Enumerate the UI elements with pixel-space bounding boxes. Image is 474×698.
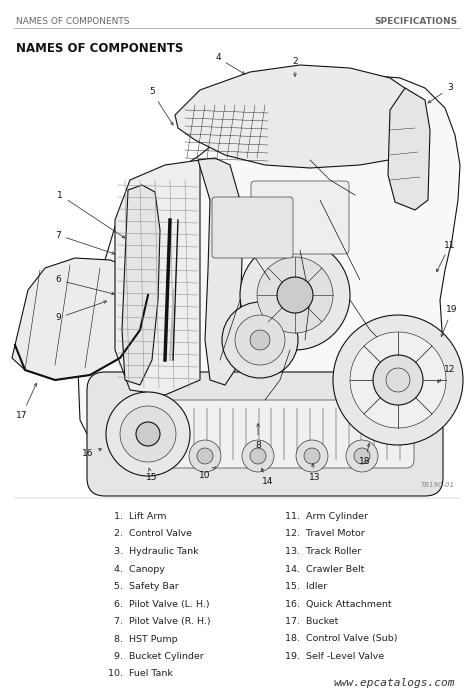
Text: 8: 8 bbox=[255, 424, 261, 450]
Text: www.epcatalogs.com: www.epcatalogs.com bbox=[334, 678, 455, 688]
Text: 14: 14 bbox=[262, 468, 273, 487]
Polygon shape bbox=[198, 158, 242, 385]
Polygon shape bbox=[175, 65, 425, 168]
Circle shape bbox=[373, 355, 423, 405]
Circle shape bbox=[346, 440, 378, 472]
FancyBboxPatch shape bbox=[120, 400, 414, 468]
Circle shape bbox=[304, 448, 320, 464]
Text: 15.  Idler: 15. Idler bbox=[285, 582, 327, 591]
Text: 3.  Hydraulic Tank: 3. Hydraulic Tank bbox=[108, 547, 199, 556]
Text: 11: 11 bbox=[437, 241, 456, 272]
Text: 16: 16 bbox=[82, 449, 101, 457]
Text: 17.  Bucket: 17. Bucket bbox=[285, 617, 338, 626]
Circle shape bbox=[250, 330, 270, 350]
Text: 10.  Fuel Tank: 10. Fuel Tank bbox=[108, 669, 173, 678]
Circle shape bbox=[136, 422, 160, 446]
Text: 9: 9 bbox=[55, 301, 107, 322]
FancyBboxPatch shape bbox=[212, 197, 293, 258]
Text: 1.  Lift Arm: 1. Lift Arm bbox=[108, 512, 166, 521]
Text: 9.  Bucket Cylinder: 9. Bucket Cylinder bbox=[108, 652, 204, 661]
Text: 2: 2 bbox=[292, 57, 298, 76]
Text: 2.  Control Valve: 2. Control Valve bbox=[108, 530, 192, 538]
Circle shape bbox=[296, 440, 328, 472]
Polygon shape bbox=[78, 75, 460, 470]
Circle shape bbox=[240, 240, 350, 350]
Polygon shape bbox=[115, 160, 200, 395]
Circle shape bbox=[354, 448, 370, 464]
Text: 1: 1 bbox=[57, 191, 125, 238]
Text: TB190-01: TB190-01 bbox=[421, 482, 455, 488]
Text: 19: 19 bbox=[441, 306, 458, 336]
Text: NAMES OF COMPONENTS: NAMES OF COMPONENTS bbox=[16, 42, 183, 55]
Text: 14.  Crawler Belt: 14. Crawler Belt bbox=[285, 565, 365, 574]
Text: 4.  Canopy: 4. Canopy bbox=[108, 565, 165, 574]
Text: 12.  Travel Motor: 12. Travel Motor bbox=[285, 530, 365, 538]
Text: 6: 6 bbox=[55, 276, 115, 295]
Text: 11.  Arm Cylinder: 11. Arm Cylinder bbox=[285, 512, 368, 521]
FancyBboxPatch shape bbox=[87, 372, 443, 496]
Text: NAMES OF COMPONENTS: NAMES OF COMPONENTS bbox=[16, 17, 129, 27]
Polygon shape bbox=[12, 258, 148, 380]
Text: 18.  Control Valve (Sub): 18. Control Valve (Sub) bbox=[285, 634, 398, 644]
Circle shape bbox=[257, 257, 333, 333]
Circle shape bbox=[350, 332, 446, 428]
Text: 18: 18 bbox=[359, 443, 371, 466]
Text: SPECIFICATIONS: SPECIFICATIONS bbox=[375, 17, 458, 27]
Text: 4: 4 bbox=[215, 54, 245, 74]
Polygon shape bbox=[122, 185, 160, 385]
Circle shape bbox=[333, 315, 463, 445]
Text: 19.  Self -Level Valve: 19. Self -Level Valve bbox=[285, 652, 384, 661]
Text: 8.  HST Pump: 8. HST Pump bbox=[108, 634, 178, 644]
Text: 10: 10 bbox=[199, 467, 216, 480]
Circle shape bbox=[277, 277, 313, 313]
Circle shape bbox=[386, 368, 410, 392]
Circle shape bbox=[197, 448, 213, 464]
Text: 16.  Quick Attachment: 16. Quick Attachment bbox=[285, 600, 392, 609]
Circle shape bbox=[120, 406, 176, 462]
Text: 15: 15 bbox=[146, 468, 158, 482]
Polygon shape bbox=[388, 88, 430, 210]
Circle shape bbox=[222, 302, 298, 378]
Circle shape bbox=[235, 315, 285, 365]
Text: 6.  Pilot Valve (L. H.): 6. Pilot Valve (L. H.) bbox=[108, 600, 210, 609]
Circle shape bbox=[242, 440, 274, 472]
Circle shape bbox=[106, 392, 190, 476]
Text: 7.  Pilot Valve (R. H.): 7. Pilot Valve (R. H.) bbox=[108, 617, 210, 626]
Text: 5: 5 bbox=[149, 87, 173, 125]
FancyBboxPatch shape bbox=[251, 181, 349, 254]
Text: 12: 12 bbox=[438, 366, 456, 383]
Text: 7: 7 bbox=[55, 230, 115, 254]
Text: 3: 3 bbox=[428, 84, 453, 103]
Circle shape bbox=[250, 448, 266, 464]
Text: 5.  Safety Bar: 5. Safety Bar bbox=[108, 582, 179, 591]
Text: 17: 17 bbox=[16, 383, 36, 419]
Text: 13.  Track Roller: 13. Track Roller bbox=[285, 547, 361, 556]
Circle shape bbox=[189, 440, 221, 472]
Text: 13: 13 bbox=[309, 463, 321, 482]
